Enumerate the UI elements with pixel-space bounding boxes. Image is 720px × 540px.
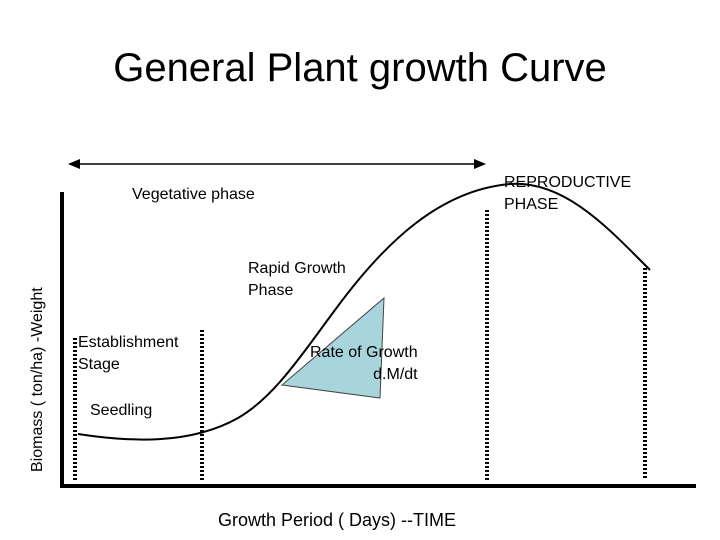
x-axis-label: Growth Period ( Days) --TIME: [218, 510, 457, 530]
establishment-stage-label: Establishment Stage: [78, 334, 179, 373]
rate-of-growth-triangle: [280, 296, 385, 399]
rapid-growth-label: Rapid Growth Phase: [248, 260, 346, 299]
reproductive-phase-label: REPRODUCTIVE PHASE: [504, 174, 632, 213]
rate-of-growth-label: Rate of Growth d.M/dt: [310, 344, 418, 383]
diagram-title: General Plant growth Curve: [113, 46, 607, 90]
vegetative-arrow-right-head: [474, 159, 486, 169]
growth-curve: [77, 182, 651, 441]
vegetative-arrow-left-head: [68, 159, 80, 169]
vegetative-phase-label: Vegetative phase: [132, 186, 255, 203]
seedling-label: Seedling: [90, 402, 153, 419]
y-axis-label: Biomass ( ton/ha) -Weight: [29, 287, 46, 472]
